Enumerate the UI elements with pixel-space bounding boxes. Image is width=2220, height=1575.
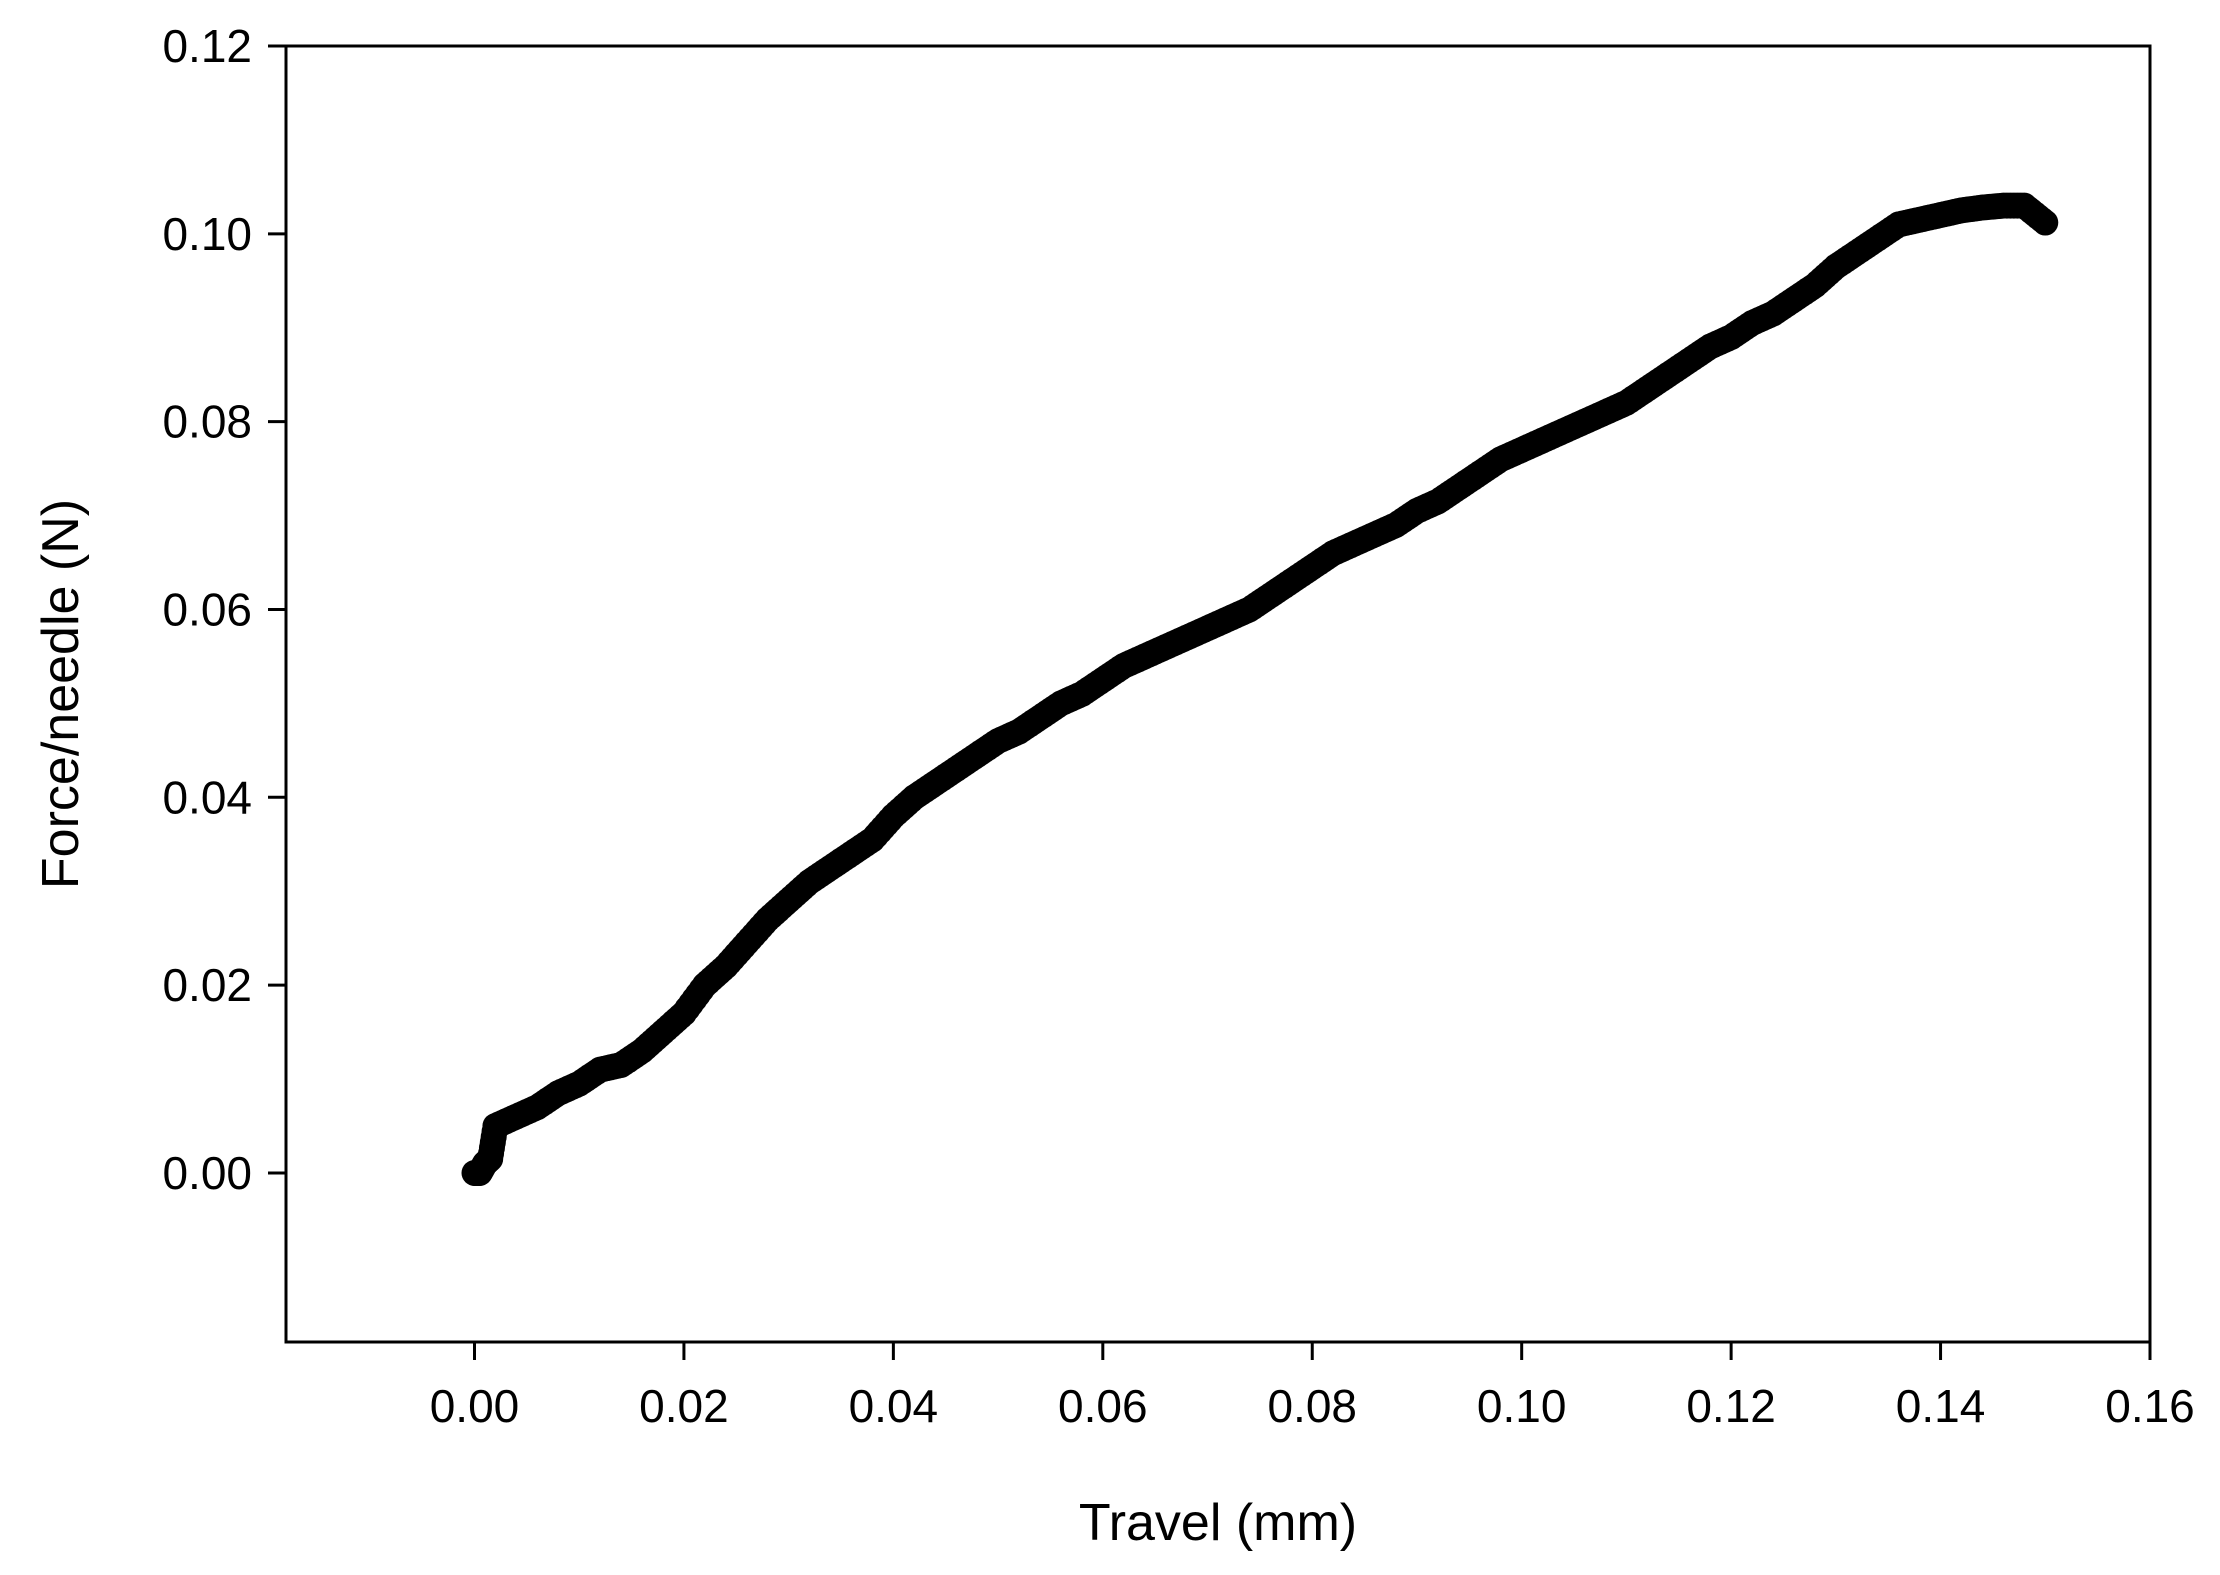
y-tick-label: 0.08 bbox=[162, 396, 252, 448]
x-tick-label: 0.00 bbox=[430, 1380, 520, 1432]
y-tick-label: 0.10 bbox=[162, 208, 252, 260]
y-tick-label: 0.00 bbox=[162, 1147, 252, 1199]
x-tick-label: 0.10 bbox=[1477, 1380, 1567, 1432]
y-axis: 0.00 0.02 0.04 0.06 0.08 0.10 0.12 bbox=[162, 20, 286, 1199]
x-axis-title: Travel (mm) bbox=[1079, 1494, 1357, 1552]
x-tick-label: 0.04 bbox=[849, 1380, 939, 1432]
y-tick-label: 0.12 bbox=[162, 20, 252, 72]
x-tick-label: 0.12 bbox=[1686, 1380, 1776, 1432]
x-axis: 0.00 0.02 0.04 0.06 0.08 0.10 0.12 0.14 0.16 bbox=[430, 1342, 2195, 1432]
y-tick-label: 0.06 bbox=[162, 583, 252, 635]
data-point bbox=[2032, 209, 2059, 236]
y-tick-label: 0.02 bbox=[162, 959, 252, 1011]
data-series bbox=[461, 192, 2059, 1186]
x-tick-label: 0.06 bbox=[1058, 1380, 1148, 1432]
x-tick-label: 0.02 bbox=[639, 1380, 729, 1432]
x-tick-label: 0.16 bbox=[2105, 1380, 2195, 1432]
x-tick-label: 0.14 bbox=[1896, 1380, 1986, 1432]
plot-frame bbox=[284, 44, 2152, 1344]
y-tick-label: 0.04 bbox=[162, 771, 252, 823]
x-tick-label: 0.08 bbox=[1267, 1380, 1357, 1432]
y-axis-title: Force/needle (N) bbox=[32, 499, 90, 889]
